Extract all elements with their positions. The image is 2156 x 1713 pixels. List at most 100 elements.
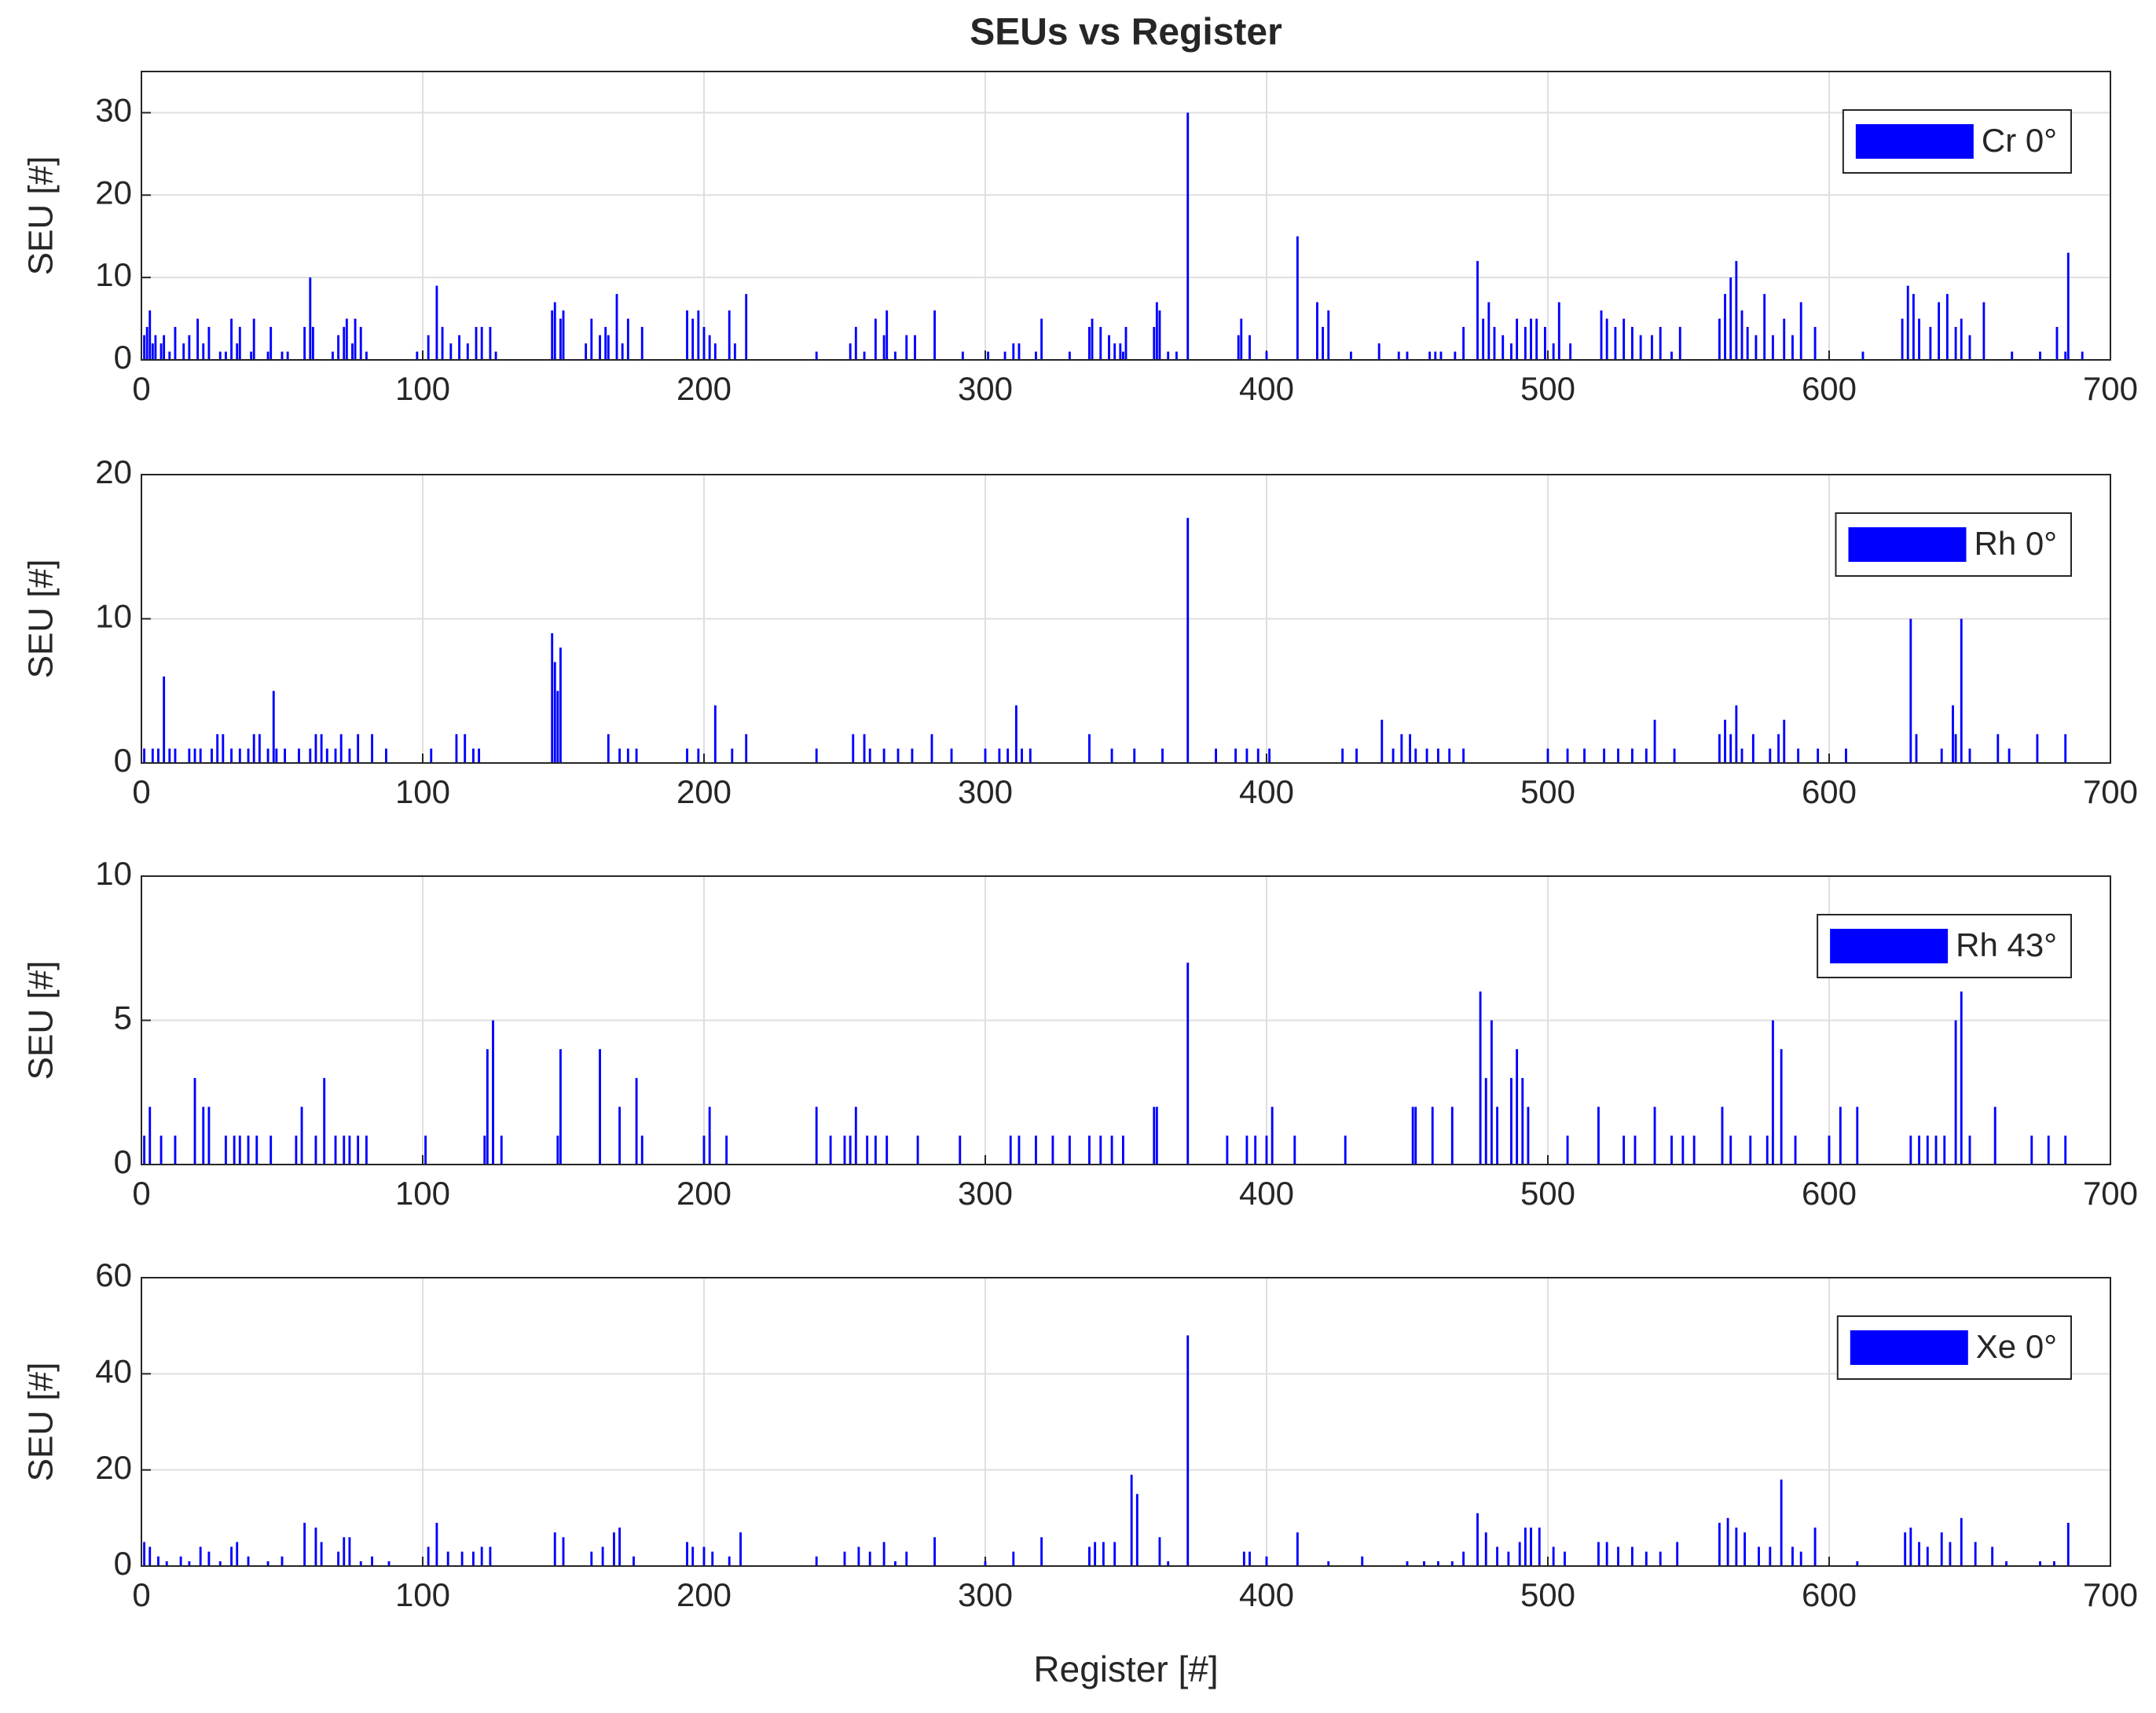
bar xyxy=(559,647,562,763)
bar xyxy=(337,1551,340,1566)
bar xyxy=(1918,1135,1920,1165)
x-tick-label: 0 xyxy=(132,370,150,407)
bar xyxy=(188,748,191,763)
bar xyxy=(1954,734,1957,763)
bar xyxy=(556,691,559,763)
legend: Rh 0° xyxy=(1835,512,2072,577)
x-tick-label: 100 xyxy=(395,1175,450,1212)
bar xyxy=(357,1135,360,1165)
bar xyxy=(295,1135,298,1165)
bar xyxy=(222,734,225,763)
bar xyxy=(1490,1020,1493,1165)
bar xyxy=(348,1537,351,1566)
y-axis-label: SEU [#] xyxy=(22,961,60,1080)
bar xyxy=(1133,748,1136,763)
bar xyxy=(1397,351,1400,360)
bar xyxy=(1121,351,1124,360)
bar xyxy=(1521,1077,1524,1165)
bar xyxy=(1766,1135,1769,1165)
bar xyxy=(2008,748,2011,763)
bar xyxy=(1018,1135,1021,1165)
bar xyxy=(731,748,734,763)
bar xyxy=(950,748,953,763)
bar xyxy=(357,734,360,763)
bar xyxy=(1729,277,1732,360)
bar xyxy=(1771,1020,1774,1165)
bar xyxy=(686,1542,688,1566)
bar xyxy=(1630,1546,1634,1566)
bar xyxy=(626,318,629,360)
bar xyxy=(480,327,483,360)
bar xyxy=(1678,327,1681,360)
bar xyxy=(635,748,638,763)
bar xyxy=(2039,351,2041,360)
bar xyxy=(1094,1542,1097,1566)
bar xyxy=(1945,294,1949,360)
x-tick-label: 0 xyxy=(132,1175,150,1212)
x-tick-label: 500 xyxy=(1520,1175,1575,1212)
bar xyxy=(1186,963,1190,1165)
bar xyxy=(1780,1049,1783,1165)
bar xyxy=(1322,327,1325,360)
bar xyxy=(343,1537,346,1566)
bar xyxy=(1839,1106,1842,1165)
bar xyxy=(300,1106,303,1165)
bar xyxy=(691,1546,695,1566)
bar xyxy=(1746,327,1749,360)
bar xyxy=(601,1546,604,1566)
bar xyxy=(1256,748,1260,763)
x-tick-label: 100 xyxy=(395,773,450,810)
bar xyxy=(1088,1135,1091,1165)
bar xyxy=(371,734,373,763)
bar xyxy=(1718,734,1721,763)
bar xyxy=(815,351,818,360)
bar xyxy=(857,1546,860,1566)
bar xyxy=(266,1561,270,1566)
x-tick-label: 200 xyxy=(676,1175,732,1212)
bar xyxy=(1021,748,1023,763)
bar xyxy=(868,1551,871,1566)
bar xyxy=(1110,748,1113,763)
bar xyxy=(1155,302,1158,360)
bar xyxy=(1240,318,1243,360)
bar xyxy=(1479,991,1482,1165)
bar xyxy=(252,734,255,763)
y-tick-label: 10 xyxy=(95,256,132,293)
bar xyxy=(303,1522,306,1566)
bar xyxy=(320,1542,323,1566)
bar xyxy=(1406,351,1409,360)
bar xyxy=(365,351,368,360)
bar xyxy=(886,1135,889,1165)
x-axis-label: Register [#] xyxy=(1033,1649,1218,1689)
bar xyxy=(708,1106,711,1165)
bar xyxy=(640,327,644,360)
bar xyxy=(1605,1542,1608,1566)
bar xyxy=(1502,335,1505,360)
axes-box xyxy=(141,474,2111,764)
bar xyxy=(905,1551,908,1566)
bar xyxy=(1630,327,1634,360)
bar xyxy=(247,1556,250,1566)
bar xyxy=(745,294,748,360)
chart-title: SEUs vs Register xyxy=(970,12,1282,53)
bar xyxy=(866,1135,869,1165)
bar xyxy=(1158,310,1161,360)
bar xyxy=(238,748,241,763)
bar xyxy=(359,327,362,360)
bar xyxy=(1670,1135,1673,1165)
bar xyxy=(1744,1532,1747,1566)
bar xyxy=(446,1551,449,1566)
bar xyxy=(2081,351,2084,360)
bar xyxy=(143,1135,146,1165)
bar xyxy=(218,351,222,360)
bar xyxy=(458,335,460,360)
x-tick-label: 500 xyxy=(1520,370,1575,407)
bar xyxy=(1516,318,1519,360)
bar xyxy=(2030,1135,2033,1165)
bar xyxy=(165,1561,168,1566)
bar xyxy=(585,343,588,360)
bar xyxy=(1751,734,1754,763)
bar xyxy=(334,748,337,763)
bar xyxy=(728,1556,731,1566)
